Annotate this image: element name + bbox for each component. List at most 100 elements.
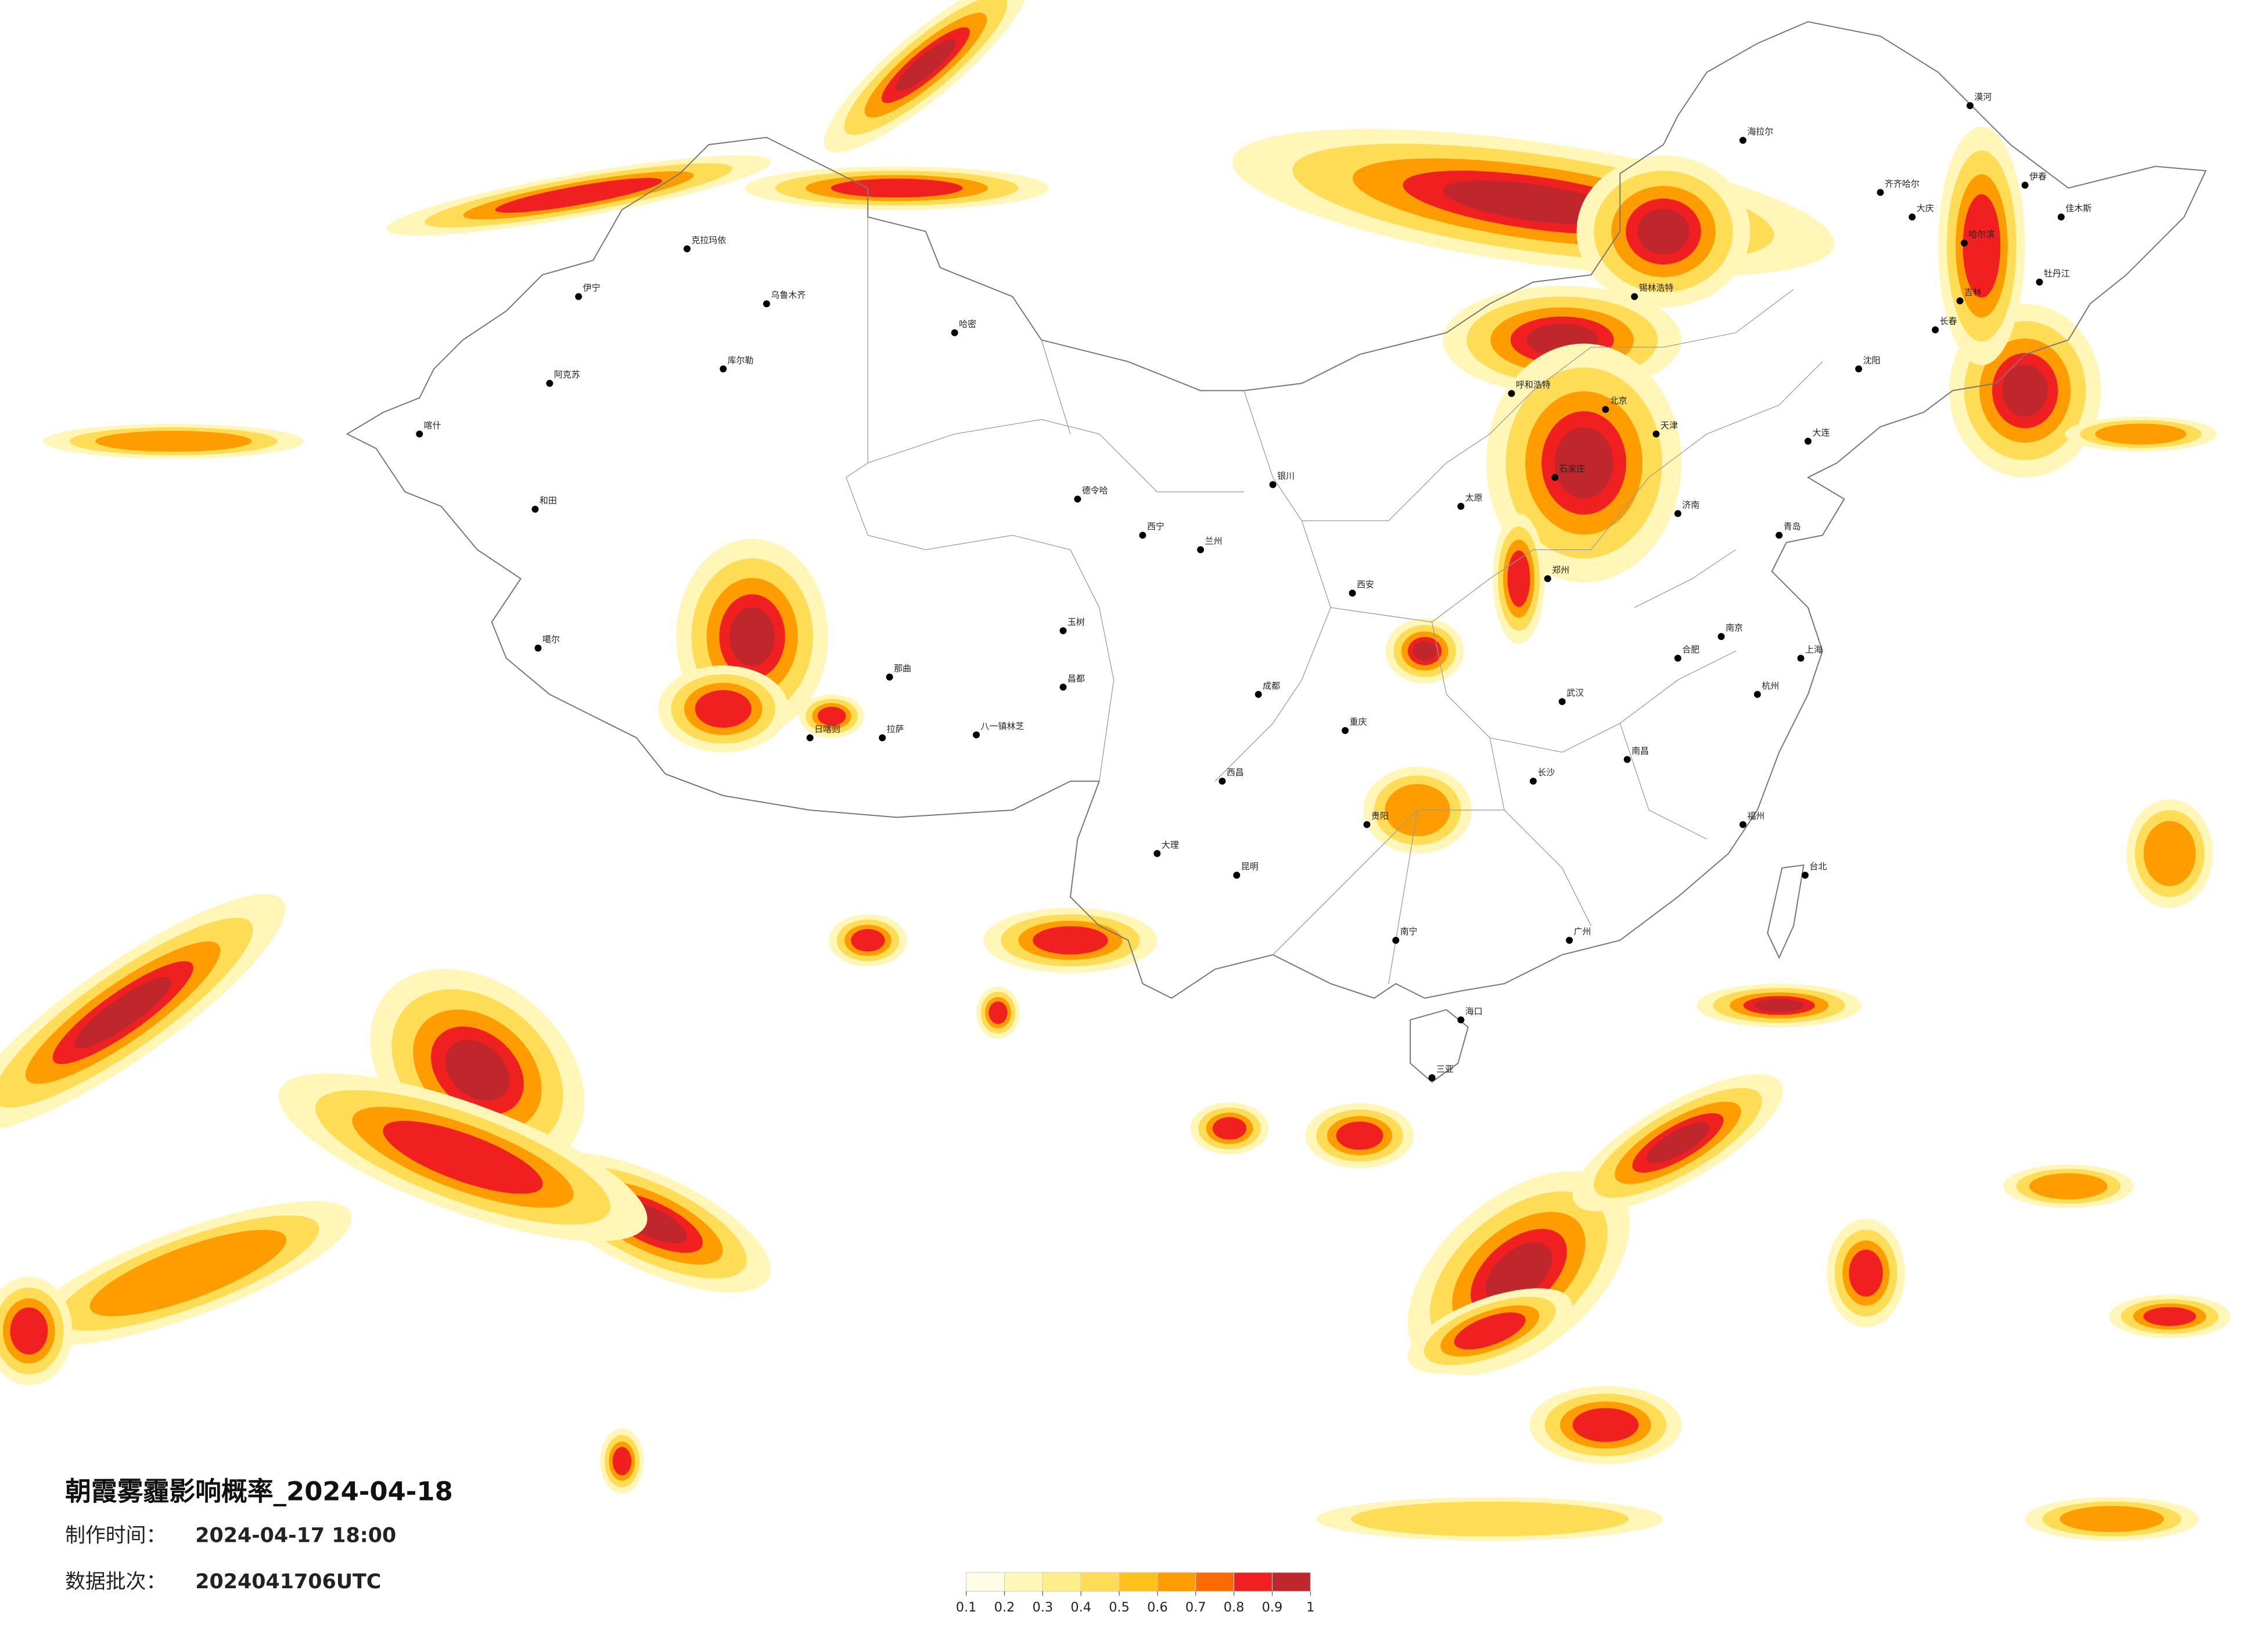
city-label: 石家庄 xyxy=(1559,463,1586,474)
city-dot xyxy=(973,731,980,739)
city-dot xyxy=(1219,778,1226,785)
haze-patch xyxy=(445,1039,510,1101)
city-label: 阿克苏 xyxy=(554,369,580,380)
city-label: 昆明 xyxy=(1241,861,1259,872)
city-dot xyxy=(1508,390,1515,397)
info-value: 2024041706UTC xyxy=(195,1570,381,1593)
city-dot xyxy=(416,430,423,438)
city-dot xyxy=(1059,627,1067,635)
city-label: 天津 xyxy=(1660,420,1678,430)
city-label: 拉萨 xyxy=(887,724,904,734)
city-dot xyxy=(1392,937,1400,944)
city-label: 沈阳 xyxy=(1863,355,1881,365)
city-dot xyxy=(1566,937,1573,944)
map-title: 朝霞雾霾影响概率_2024-04-18 xyxy=(65,1476,453,1506)
city-dot xyxy=(879,734,886,742)
city-label: 牡丹江 xyxy=(2044,268,2070,279)
city-dot xyxy=(806,734,814,742)
city-dot xyxy=(1602,406,1609,413)
city-dot xyxy=(1932,326,1939,333)
colorbar-tick-label: 0.8 xyxy=(1224,1600,1245,1615)
haze-patch xyxy=(1033,926,1108,955)
colorbar-tick-label: 0.3 xyxy=(1033,1600,1054,1615)
city-label: 西宁 xyxy=(1147,521,1164,532)
haze-patch xyxy=(831,178,963,198)
haze-patch xyxy=(989,1001,1008,1024)
city-dot xyxy=(1139,531,1146,539)
city-label: 库尔勒 xyxy=(728,355,754,365)
city-label: 漠河 xyxy=(1974,92,1992,102)
haze-patch xyxy=(2095,423,2187,445)
city-dot xyxy=(1197,546,1205,553)
city-label: 福州 xyxy=(1747,811,1764,821)
colorbar-tick-label: 1 xyxy=(1306,1600,1314,1615)
city-label: 西安 xyxy=(1357,579,1374,589)
city-dot xyxy=(1255,690,1262,698)
taiwan xyxy=(1767,864,1805,959)
city-dot xyxy=(2036,278,2043,286)
country-outline xyxy=(346,21,2207,999)
city-label: 锡林浩特 xyxy=(1639,283,1674,293)
haze-patch xyxy=(817,706,846,726)
haze-patch xyxy=(383,1121,543,1194)
city-dot xyxy=(2021,181,2029,189)
haze-patch xyxy=(729,607,775,666)
haze-patch xyxy=(1336,1121,1383,1150)
haze-patch xyxy=(1443,180,1624,225)
haze-patch xyxy=(1849,1249,1883,1297)
colorbar-box xyxy=(1042,1572,1081,1592)
city-label: 贵阳 xyxy=(1371,811,1389,821)
city-label: 合肥 xyxy=(1682,644,1699,654)
colorbar-box xyxy=(966,1572,1005,1592)
city-dot xyxy=(1855,365,1863,373)
city-label: 吉林 xyxy=(1964,287,1982,297)
city-dot xyxy=(1529,778,1537,785)
city-label: 银川 xyxy=(1277,471,1295,481)
city-label: 青岛 xyxy=(1784,521,1801,532)
city-dot xyxy=(1233,872,1241,879)
city-label: 佳木斯 xyxy=(2065,203,2091,214)
city-label: 齐齐哈尔 xyxy=(1885,178,1920,189)
city-dot xyxy=(575,293,583,300)
haze-patch xyxy=(1212,1117,1247,1140)
city-dot xyxy=(1877,189,1884,196)
city-dot xyxy=(1074,495,1081,503)
city-dot xyxy=(1623,756,1631,763)
city-dot xyxy=(1739,821,1746,828)
city-dot xyxy=(763,300,770,308)
city-dot xyxy=(1457,1016,1465,1024)
city-label: 杭州 xyxy=(1762,681,1779,691)
city-label: 济南 xyxy=(1682,499,1699,510)
colorbar-tick-label: 0.6 xyxy=(1147,1600,1168,1615)
city-dot xyxy=(720,365,727,373)
city-dot xyxy=(1342,727,1349,734)
city-label: 日喀则 xyxy=(814,724,840,734)
colorbar-tick-label: 0.9 xyxy=(1262,1600,1283,1615)
city-dot xyxy=(1457,502,1465,510)
haze-patch xyxy=(895,38,957,92)
city-dot xyxy=(1428,1074,1436,1081)
city-dot xyxy=(683,245,691,253)
city-label: 太原 xyxy=(1465,492,1483,503)
city-dot xyxy=(1059,684,1067,691)
city-label: 南昌 xyxy=(1631,746,1649,756)
city-label: 成都 xyxy=(1263,681,1280,691)
city-label: 大理 xyxy=(1162,840,1179,850)
city-dot xyxy=(886,673,893,681)
haze-patch xyxy=(2143,821,2196,886)
haze-layer xyxy=(0,0,2231,1541)
haze-patch xyxy=(2143,1307,2196,1326)
city-label: 大庆 xyxy=(1917,203,1934,214)
city-label: 大连 xyxy=(1813,427,1830,438)
colorbar-tick-label: 0.1 xyxy=(956,1600,977,1615)
colorbar-box xyxy=(1157,1572,1196,1592)
city-dot xyxy=(1805,437,1812,445)
haze-patch xyxy=(1507,550,1530,607)
city-dot xyxy=(1775,531,1783,539)
city-dot xyxy=(1363,821,1371,828)
haze-patch xyxy=(1637,208,1690,254)
city-dot xyxy=(1269,481,1277,488)
haze-patch xyxy=(695,690,752,728)
